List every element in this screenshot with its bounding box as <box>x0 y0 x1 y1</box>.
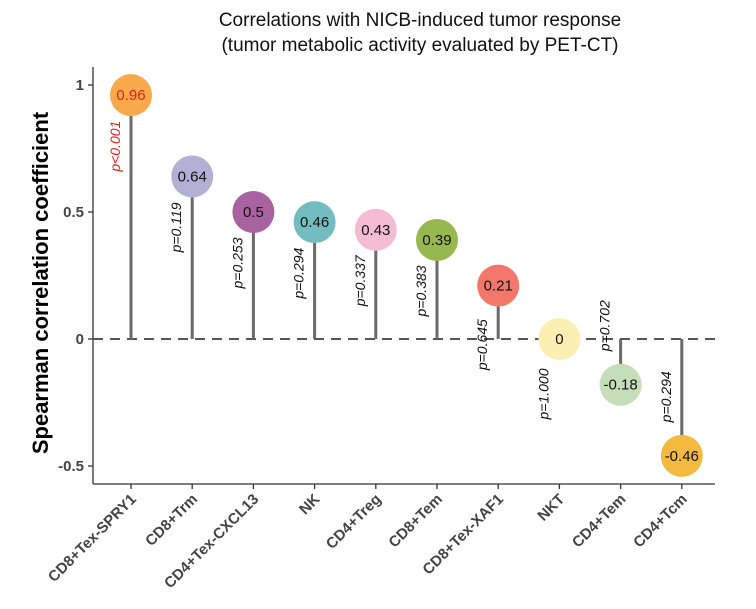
axes <box>92 67 715 485</box>
stems <box>129 95 684 456</box>
x-tick-label: CD4+Treg <box>323 491 385 553</box>
x-tick-label: NKT <box>534 491 568 525</box>
dot <box>538 318 581 360</box>
x-tick-label: CD8+Tex-SPRY1 <box>45 491 140 586</box>
value-label: 0.64 <box>178 168 207 185</box>
p-value-label: p<0.001 <box>107 121 123 173</box>
value-label: 0.46 <box>300 214 329 231</box>
dot <box>477 264 520 307</box>
dots: 0.96 p<0.001 0.64 p=0.119 0.5 p=0.253 0.46 p=0.… <box>107 74 703 477</box>
x-tick-label: CD4+Tcm <box>630 491 690 551</box>
dot <box>110 74 152 117</box>
p-value-label: p=0.294 <box>658 371 674 423</box>
value-label: -0.46 <box>665 448 699 465</box>
p-value-label: p=0.337 <box>352 254 368 307</box>
y-tick-label: 0.5 <box>63 204 84 221</box>
p-value-label: p=0.645 <box>474 319 490 371</box>
x-tick-label: CD4+Tem <box>569 491 629 551</box>
dot <box>232 191 275 233</box>
x-tick-label: CD8+Trm <box>142 491 201 550</box>
value-label: 0.96 <box>116 87 145 104</box>
y-tick-label: 0 <box>76 331 84 348</box>
p-value-label: p=1.000 <box>535 368 551 420</box>
x-tick-label: NK <box>296 491 323 518</box>
y-axis-label: Spearman correlation coefficient <box>28 111 53 454</box>
y-tick-label: 1 <box>76 77 84 94</box>
dot <box>416 218 458 261</box>
p-value-label: p=0.253 <box>229 237 245 289</box>
chart-subtitle: (tumor metabolic activity evaluated by P… <box>221 35 618 56</box>
value-label: 0.21 <box>484 278 513 295</box>
p-value-label: p=0.119 <box>168 202 184 253</box>
y-tick-label: -0.5 <box>58 458 84 475</box>
value-label: 0 <box>555 331 563 348</box>
value-label: 0.39 <box>422 232 451 249</box>
dot <box>599 363 642 406</box>
value-label: 0.43 <box>361 222 390 239</box>
x-tick-label: CD8+Tem <box>385 491 445 551</box>
chart-title: Correlations with NICB-induced tumor res… <box>219 10 621 31</box>
p-value-label: p=0.383 <box>413 265 429 317</box>
dot <box>171 155 214 198</box>
dot <box>293 201 336 244</box>
dot <box>354 208 397 251</box>
dot <box>660 434 703 477</box>
p-value-label: p=0.702 <box>597 300 613 352</box>
p-value-label: p=0.294 <box>291 247 307 299</box>
value-label: -0.18 <box>603 377 637 394</box>
value-label: 0.5 <box>243 204 264 221</box>
y-ticks: -0.5 0 0.5 1 <box>58 77 93 475</box>
